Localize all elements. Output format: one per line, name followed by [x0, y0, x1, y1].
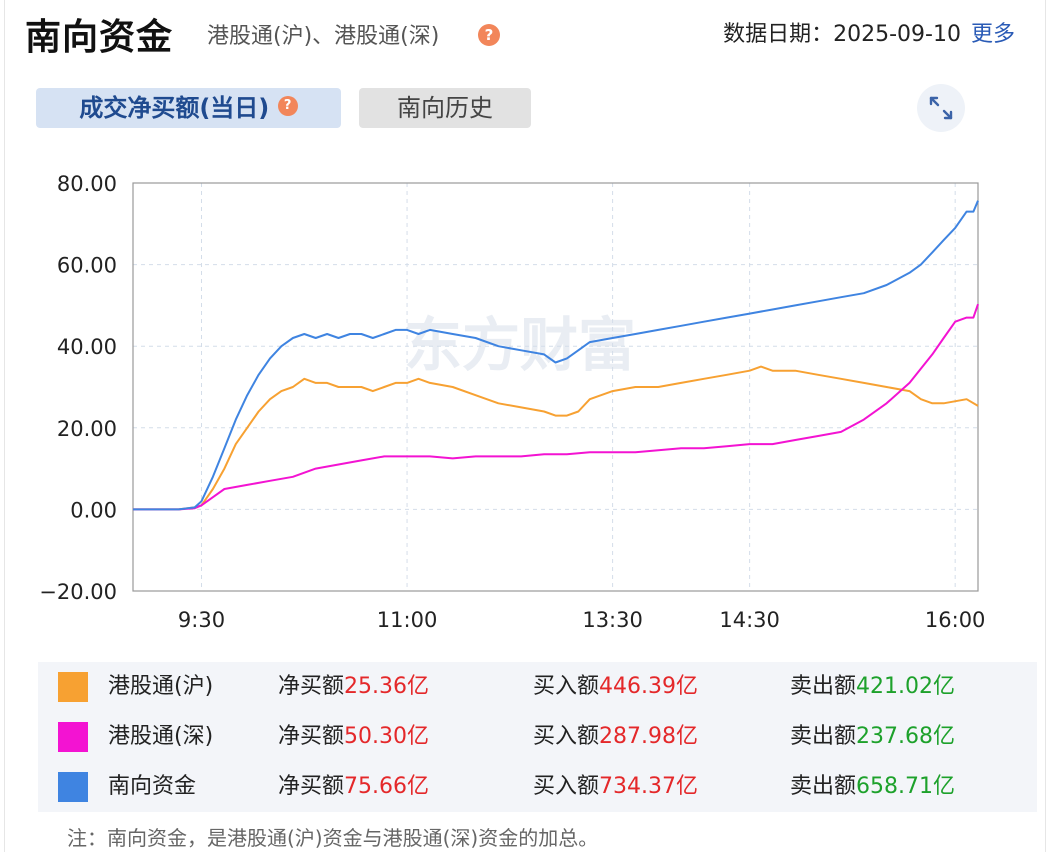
more-link[interactable]: 更多 [970, 22, 1015, 47]
legend-name: 南向资金 [108, 774, 197, 799]
expand-arrows-icon [929, 96, 953, 120]
legend-row: 南向资金 净买额75.66亿 买入额734.37亿 卖出额658.71亿 [38, 762, 1037, 812]
legend-swatch [58, 672, 88, 702]
y-tick-label: 80.00 [57, 172, 117, 196]
legend-net: 净买额75.66亿 [278, 774, 429, 799]
y-tick-label: 20.00 [57, 417, 117, 441]
series-line [133, 200, 979, 511]
watermark-text: 东方财富 [404, 311, 636, 379]
legend-sell: 卖出额658.71亿 [790, 774, 955, 799]
page-title: 南向资金 [25, 17, 174, 58]
help-icon[interactable]: ? [478, 24, 500, 46]
x-tick-label: 13:30 [582, 608, 643, 632]
date-label: 数据日期： [723, 22, 834, 47]
date-value: 2025-09-10 [833, 22, 961, 47]
tab-label: 南向历史 [397, 94, 493, 122]
legend-net: 净买额25.36亿 [278, 674, 429, 699]
legend-row: 港股通(沪) 净买额25.36亿 买入额446.39亿 卖出额421.02亿 [38, 662, 1037, 712]
page-subtitle: 港股通(沪)、港股通(深) [207, 24, 440, 49]
legend-table: 港股通(沪) 净买额25.36亿 买入额446.39亿 卖出额421.02亿 港… [38, 662, 1037, 812]
footnote: 注：南向资金，是港股通(沪)资金与港股通(深)资金的加总。 [67, 826, 599, 850]
series-line [133, 303, 979, 511]
y-tick-label: 0.00 [70, 498, 117, 522]
y-tick-label: 40.00 [57, 335, 117, 359]
y-tick-label: −20.00 [39, 580, 117, 604]
legend-name: 港股通(深) [108, 724, 214, 749]
legend-sell: 卖出额421.02亿 [790, 674, 955, 699]
y-tick-label: 60.00 [57, 254, 117, 278]
legend-buy: 买入额446.39亿 [533, 674, 698, 699]
x-tick-label: 11:00 [377, 608, 438, 632]
series-line [133, 365, 979, 511]
tab-net-buy-today[interactable]: 成交净买额(当日) ? [36, 88, 341, 128]
legend-sell: 卖出额237.68亿 [790, 724, 955, 749]
tab-help-icon[interactable]: ? [277, 96, 298, 116]
x-tick-label: 9:30 [178, 608, 225, 632]
southbound-card: 南向资金 港股通(沪)、港股通(深) ? 数据日期：2025-09-10 更多 成… [4, 0, 1046, 852]
x-tick-label: 16:00 [925, 608, 986, 632]
net-buy-chart: 东方财富 80.00 60.00 40.00 20.00 0.00 −20.00 9:30 11… [39, 172, 986, 632]
expand-icon[interactable] [917, 84, 965, 132]
legend-swatch [58, 772, 88, 802]
legend-name: 港股通(沪) [108, 674, 214, 699]
legend-row: 港股通(深) 净买额50.30亿 买入额287.98亿 卖出额237.68亿 [38, 712, 1037, 762]
tab-label: 成交净买额(当日) [79, 94, 270, 122]
legend-buy: 买入额734.37亿 [533, 774, 698, 799]
tab-southbound-history[interactable]: 南向历史 [359, 88, 531, 128]
plot-frame [132, 182, 979, 592]
legend-buy: 买入额287.98亿 [533, 724, 698, 749]
x-tick-label: 14:30 [719, 608, 780, 632]
legend-swatch [58, 722, 88, 752]
legend-net: 净买额50.30亿 [278, 724, 429, 749]
date-info: 数据日期：2025-09-10 更多 [723, 16, 1015, 48]
